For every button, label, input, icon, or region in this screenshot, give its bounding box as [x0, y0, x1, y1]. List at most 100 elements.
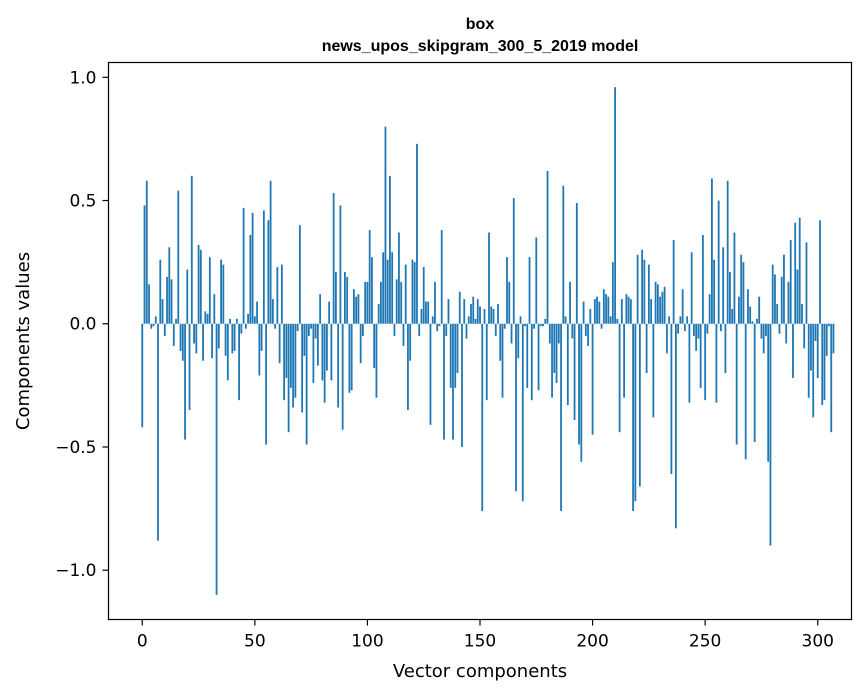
bar-243 — [688, 323, 691, 403]
bar-10 — [163, 323, 166, 337]
bar-186 — [560, 323, 562, 512]
bar-107 — [382, 252, 385, 324]
bar-66 — [289, 323, 292, 388]
y-tick-label: −0.5 — [55, 438, 96, 458]
bar-152 — [483, 308, 486, 324]
bar-301 — [819, 220, 821, 324]
bar-110 — [389, 175, 391, 324]
bar-156 — [492, 308, 495, 324]
bar-5 — [152, 323, 155, 327]
bar-47 — [247, 313, 249, 324]
bar-198 — [587, 323, 589, 346]
bar-178 — [542, 323, 544, 327]
bar-165 — [512, 198, 515, 324]
bar-200 — [591, 323, 594, 435]
bar-59 — [274, 323, 277, 329]
bar-283 — [778, 323, 781, 334]
bar-304 — [825, 323, 828, 356]
bar-203 — [598, 301, 601, 324]
bar-171 — [526, 323, 529, 388]
bar-52 — [258, 323, 261, 376]
bar-51 — [256, 301, 258, 324]
bar-221 — [638, 323, 641, 487]
bar-218 — [632, 323, 634, 512]
bar-187 — [562, 185, 565, 324]
bar-167 — [517, 323, 520, 359]
bar-112 — [393, 323, 396, 337]
bar-21 — [188, 323, 191, 411]
bar-236 — [672, 239, 675, 324]
bar-266 — [740, 254, 743, 324]
bar-67 — [292, 323, 295, 408]
bar-231 — [661, 291, 664, 324]
bar-298 — [812, 323, 815, 418]
bar-7 — [157, 323, 159, 541]
bar-87 — [337, 323, 340, 408]
bar-138 — [452, 323, 454, 440]
bar-199 — [589, 308, 592, 324]
bar-288 — [789, 239, 792, 324]
bar-253 — [711, 178, 713, 324]
bar-1 — [143, 205, 146, 324]
bar-177 — [539, 323, 542, 327]
bar-128 — [429, 323, 432, 425]
bar-149 — [476, 299, 479, 324]
bar-158 — [497, 304, 499, 324]
bar-55 — [265, 323, 268, 445]
bar-233 — [665, 323, 668, 354]
x-axis-ticks: 0 50 100 150 200 250 300 — [137, 619, 834, 652]
bar-173 — [530, 323, 533, 401]
plot-area-frame — [107, 61, 853, 621]
bar-188 — [564, 316, 567, 324]
bar-291 — [796, 269, 799, 324]
bar-53 — [260, 323, 263, 351]
bar-214 — [623, 323, 625, 398]
bar-123 — [418, 323, 421, 337]
bar-97 — [359, 323, 362, 364]
bar-90 — [344, 271, 346, 324]
bar-247 — [697, 323, 700, 339]
bar-212 — [618, 323, 621, 433]
bar-14 — [172, 323, 175, 346]
bar-117 — [404, 264, 407, 324]
bar-250 — [704, 323, 707, 401]
bar-245 — [692, 323, 695, 337]
bar-299 — [814, 323, 817, 341]
bar-255 — [715, 323, 718, 403]
bar-85 — [332, 193, 335, 324]
bar-307 — [832, 323, 835, 354]
bar-286 — [785, 323, 788, 344]
bar-270 — [749, 306, 752, 324]
bar-22 — [190, 175, 193, 324]
bar-103 — [373, 323, 376, 369]
bar-46 — [244, 323, 247, 329]
bar-104 — [375, 323, 378, 398]
y-axis-ticks: 1.0 0.5 0.0 −0.5 −1.0 — [55, 68, 109, 581]
bar-101 — [368, 230, 371, 324]
bar-155 — [490, 306, 493, 324]
bar-279 — [769, 323, 772, 546]
bar-180 — [546, 170, 549, 324]
bar-213 — [620, 299, 623, 324]
bar-34 — [217, 323, 220, 349]
bar-284 — [780, 276, 783, 324]
x-tick-label: 300 — [802, 632, 834, 652]
bar-223 — [643, 259, 646, 324]
bar-262 — [731, 308, 734, 324]
bar-74 — [307, 323, 310, 337]
bar-70 — [298, 225, 301, 324]
bar-220 — [636, 254, 639, 324]
bar-153 — [485, 323, 488, 401]
y-axis-label: Components values — [13, 252, 34, 430]
bar-81 — [323, 323, 326, 403]
bar-157 — [494, 323, 497, 337]
bar-190 — [569, 281, 571, 324]
bar-3 — [148, 284, 150, 324]
bar-29 — [206, 313, 209, 324]
bar-0 — [141, 323, 144, 428]
bar-204 — [600, 323, 603, 329]
bar-91 — [346, 276, 349, 324]
bar-166 — [515, 323, 517, 492]
bar-108 — [384, 126, 387, 324]
bar-40 — [231, 323, 234, 354]
